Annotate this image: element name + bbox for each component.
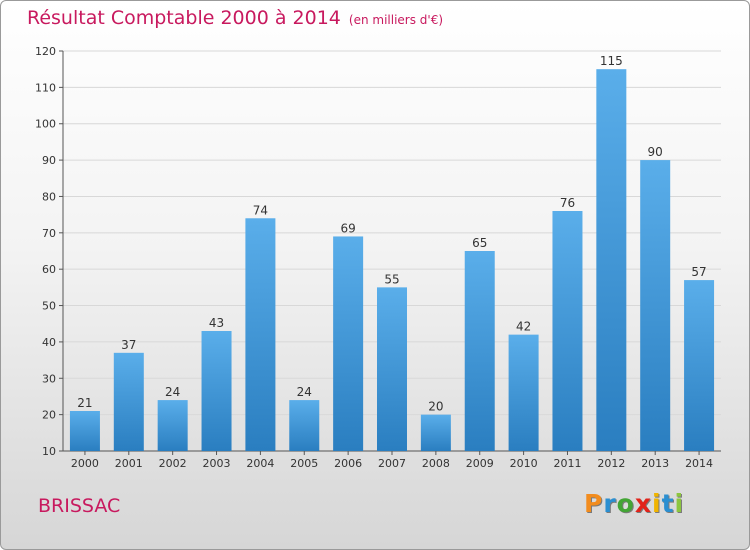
x-tick-label: 2005 [290, 457, 318, 470]
bars [69, 69, 715, 451]
proxiti-logo: Proxiti [584, 489, 684, 518]
bar [640, 160, 671, 451]
chart-subtitle: (en milliers d'€) [348, 13, 444, 27]
x-tick-label: 2003 [203, 457, 231, 470]
y-tick-label: 70 [42, 227, 56, 240]
x-tick-label: 2013 [641, 457, 669, 470]
bar [245, 218, 276, 451]
y-tick-label: 60 [42, 263, 56, 276]
bar [552, 211, 583, 451]
bar-value-label: 24 [165, 385, 180, 399]
logo-letter: x [634, 489, 652, 518]
title-row: Résultat Comptable 2000 à 2014 (en millie… [27, 7, 443, 29]
bar-value-label: 76 [560, 196, 575, 210]
data-labels: 21 37 24 43 74 24 69 55 20 65 42 76 115 90 57 [77, 54, 706, 413]
x-tick-label: 2008 [422, 457, 450, 470]
bar [377, 287, 407, 451]
bar [333, 236, 364, 451]
x-tick-label: 2000 [71, 457, 99, 470]
x-tick-labels: 2000 2001 2002 2003 2004 2005 2006 2007 2008 2009… [71, 457, 713, 470]
bar-value-label: 21 [77, 396, 92, 410]
x-tick-label: 2010 [510, 457, 538, 470]
bar [684, 280, 715, 451]
bar-value-label: 43 [209, 316, 224, 330]
bar-value-label: 24 [297, 385, 312, 399]
city-name: BRISSAC [38, 495, 121, 517]
x-tick-label: 2014 [685, 457, 713, 470]
bar-value-label: 20 [428, 400, 443, 414]
bar-value-label: 57 [691, 265, 706, 279]
bar [596, 69, 627, 451]
x-tick-label: 2009 [466, 457, 494, 470]
bar-value-label: 42 [516, 320, 531, 334]
bar [464, 251, 495, 451]
bar-value-label: 69 [340, 221, 355, 235]
x-tick-label: 2004 [246, 457, 274, 470]
x-tick-label: 2012 [597, 457, 625, 470]
x-tick-label: 2006 [334, 457, 362, 470]
y-tick-label: 120 [35, 45, 56, 58]
y-tick-label: 10 [42, 445, 56, 458]
x-tick-label: 2001 [115, 457, 143, 470]
bar [69, 411, 100, 451]
logo-letter: t [661, 489, 675, 518]
logo-letter: r [603, 489, 617, 518]
chart-title: Résultat Comptable 2000 à 2014 [27, 7, 341, 29]
x-tick-label: 2002 [159, 457, 187, 470]
bar [508, 334, 539, 451]
y-tick-label: 110 [35, 81, 56, 94]
bar-value-label: 37 [121, 338, 136, 352]
bar-value-label: 65 [472, 236, 487, 250]
bar [420, 414, 451, 451]
bar-value-label: 115 [600, 54, 623, 68]
y-tick-labels: 10 20 30 40 50 60 70 80 90 100 110 120 [35, 45, 56, 458]
y-tick-label: 20 [42, 409, 56, 422]
y-tick-label: 90 [42, 154, 56, 167]
y-tick-label: 80 [42, 190, 56, 203]
y-tick-label: 40 [42, 336, 56, 349]
logo-letter: P [584, 489, 604, 518]
x-tick-label: 2007 [378, 457, 406, 470]
y-tick-label: 100 [35, 118, 56, 131]
bar [113, 352, 144, 451]
y-tick-label: 30 [42, 372, 56, 385]
y-tick-label: 50 [42, 300, 56, 313]
logo-letter: i [674, 489, 685, 518]
bar [289, 400, 320, 451]
x-tick-label: 2011 [553, 457, 581, 470]
bar-value-label: 74 [253, 203, 268, 217]
bar [201, 331, 232, 451]
bar-value-label: 55 [384, 272, 399, 286]
logo-letter: o [616, 489, 635, 518]
bar [157, 400, 188, 451]
bar-value-label: 90 [648, 145, 663, 159]
logo-letter: i [652, 489, 662, 518]
